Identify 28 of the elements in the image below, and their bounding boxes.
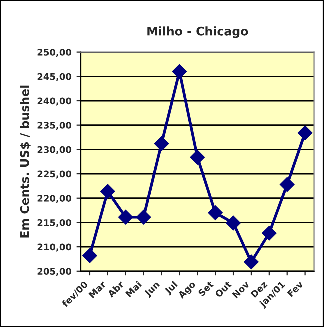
point <box>208 206 223 220</box>
x-tick-label: Jul <box>164 280 180 296</box>
point <box>298 126 313 141</box>
y-tick-label: 220,00 <box>38 195 72 204</box>
y-tick-label: 235,00 <box>38 122 72 130</box>
y-tick-label: 250,00 <box>38 49 72 58</box>
point <box>118 210 134 225</box>
point <box>226 216 241 231</box>
y-tick-label: 225,00 <box>38 170 72 179</box>
chart-title: Milho - Chicago <box>148 26 248 38</box>
point <box>244 254 259 270</box>
y-tick-label: 205,00 <box>38 268 72 276</box>
y-tick-label: 230,00 <box>38 146 72 154</box>
y-axis-title: Em Cents. US$ / bushel <box>20 86 31 238</box>
point <box>280 177 295 192</box>
point <box>172 64 188 80</box>
y-tick-label: 210,00 <box>38 244 72 252</box>
y-tick-label: 245,00 <box>38 73 72 82</box>
y-tick-label: 240,00 <box>38 98 72 106</box>
point <box>154 136 170 152</box>
point <box>190 150 206 165</box>
point <box>82 248 98 264</box>
y-tick-label: 215,00 <box>38 219 72 228</box>
x-tick-label: Out <box>214 280 232 298</box>
point <box>262 226 277 241</box>
point <box>100 184 116 199</box>
point <box>136 210 152 225</box>
x-tick-label: Set <box>198 280 214 297</box>
